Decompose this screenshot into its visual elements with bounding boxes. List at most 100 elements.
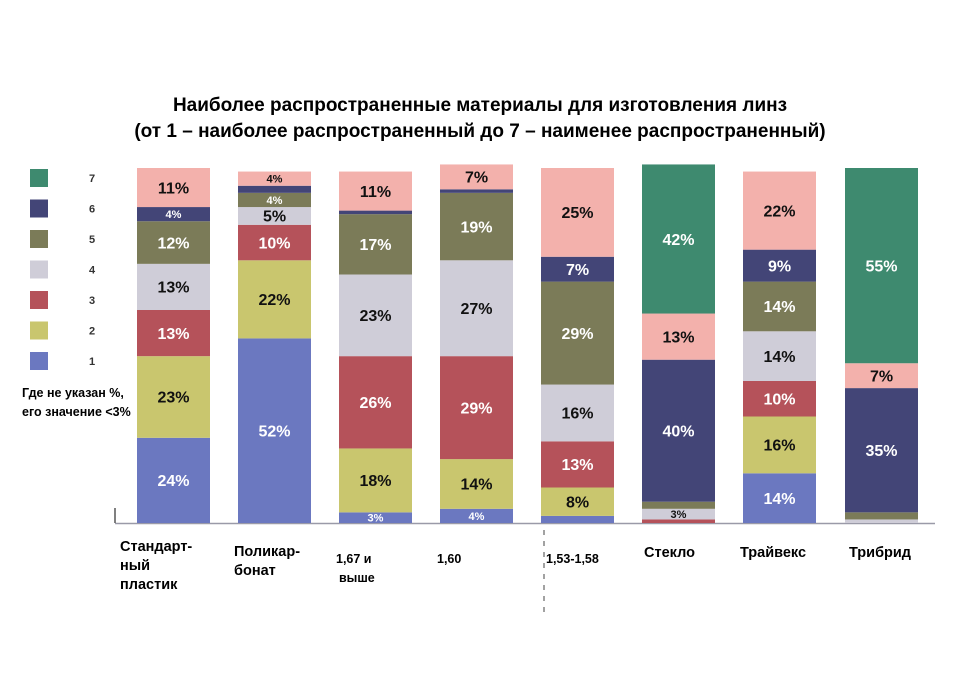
- data-label: 29%: [561, 326, 593, 343]
- legend-label: 5: [89, 234, 95, 246]
- bar-segment: [440, 459, 513, 509]
- bar-segment: [642, 519, 715, 523]
- data-label: 23%: [157, 390, 189, 407]
- bar-segment: [238, 171, 311, 186]
- bar-segment: [440, 260, 513, 357]
- data-label: 22%: [763, 203, 795, 220]
- category-label: 1,67 и выше: [336, 552, 375, 585]
- legend-swatch: [30, 352, 48, 370]
- bar-segment: [845, 512, 918, 520]
- bar-segment: [137, 168, 210, 208]
- bar-segment: [137, 263, 210, 310]
- data-label: 16%: [561, 406, 593, 423]
- legend-swatch: [30, 230, 48, 248]
- legend-label: 3: [89, 295, 95, 307]
- category-label: Поликар-бонат: [234, 544, 301, 579]
- legend-label: 1: [89, 356, 95, 368]
- data-label: 22%: [258, 292, 290, 309]
- category-label: Трайвекс: [740, 545, 807, 561]
- category-label: 1,53-1,58: [546, 552, 599, 566]
- data-label: 27%: [460, 301, 492, 318]
- legend-swatch: [30, 291, 48, 309]
- bar-segment: [642, 313, 715, 360]
- data-label: 13%: [561, 457, 593, 474]
- data-label: 29%: [460, 400, 492, 417]
- data-label: 7%: [465, 170, 488, 187]
- data-label: 10%: [763, 392, 795, 409]
- data-label: 35%: [865, 443, 897, 460]
- category-label: Стандарт-ный пластик: [120, 539, 193, 593]
- bar-segment: [238, 192, 311, 208]
- bar-segment: [137, 310, 210, 357]
- data-label: 3%: [671, 509, 687, 521]
- data-label: 4%: [267, 174, 283, 186]
- data-label: 5%: [263, 209, 286, 226]
- bar-segment: [440, 164, 513, 190]
- data-label: 24%: [157, 473, 189, 490]
- bar-segment: [137, 221, 210, 264]
- legend-label: 4: [89, 265, 96, 277]
- data-label: 7%: [870, 368, 893, 385]
- data-label: 12%: [157, 235, 189, 252]
- bar-segment: [541, 487, 614, 516]
- bar-segment: [339, 171, 412, 211]
- chart-title-line2: (от 1 – наиболее распространенный до 7 –…: [134, 121, 826, 142]
- bar-segment: [845, 519, 918, 523]
- legend-label: 6: [89, 204, 95, 216]
- legend-swatch: [30, 199, 48, 218]
- bar-segment: [743, 473, 816, 523]
- legend-swatch: [30, 260, 48, 279]
- data-label: 14%: [763, 491, 795, 508]
- bar-segment: [339, 210, 412, 215]
- data-label: 14%: [763, 299, 795, 316]
- chart-title-line1: Наиболее распространенные материалы для …: [172, 95, 788, 116]
- bar-segment: [440, 192, 513, 261]
- data-label: 55%: [865, 258, 897, 275]
- data-label: 4%: [469, 511, 485, 523]
- data-label: 11%: [360, 184, 391, 201]
- data-label: 13%: [157, 280, 189, 297]
- bar-segment: [137, 437, 210, 523]
- bar-segment: [541, 256, 614, 282]
- legend-label: 7: [89, 173, 95, 185]
- bar-segment: [743, 331, 816, 381]
- data-label: 3%: [368, 513, 384, 525]
- bar-segment: [238, 224, 311, 261]
- bar-segment: [440, 356, 513, 460]
- bar-segment: [238, 338, 311, 523]
- bar-segment: [440, 189, 513, 193]
- data-label: 10%: [258, 235, 290, 252]
- data-label: 13%: [157, 326, 189, 343]
- data-label: 4%: [267, 195, 283, 207]
- bar-segment: [238, 185, 311, 193]
- bar-segment: [137, 356, 210, 438]
- bar-segment: [642, 359, 715, 502]
- data-label: 52%: [258, 423, 290, 440]
- legend-label: 2: [89, 326, 95, 338]
- bar-segment: [743, 381, 816, 417]
- category-label: 1,60: [437, 552, 462, 566]
- data-label: 11%: [158, 180, 189, 197]
- data-label: 4%: [166, 209, 182, 221]
- bar-segment: [541, 515, 614, 523]
- bar-segment: [743, 249, 816, 282]
- bar-segment: [743, 171, 816, 250]
- legend-swatch: [30, 321, 48, 340]
- bar-segment: [541, 168, 614, 257]
- bar-segment: [238, 207, 311, 225]
- bar-segment: [541, 441, 614, 488]
- bar-segment: [642, 164, 715, 314]
- data-label: 40%: [662, 423, 694, 440]
- data-label: 14%: [763, 349, 795, 366]
- data-label: 8%: [566, 494, 589, 511]
- bar-segment: [339, 356, 412, 449]
- category-label: Трибрид: [849, 545, 912, 561]
- bar-segment: [845, 388, 918, 513]
- bar-segment: [238, 260, 311, 339]
- bar-segment: [743, 416, 816, 474]
- bar-segment: [541, 384, 614, 442]
- data-label: 9%: [768, 258, 791, 275]
- legend-swatch: [30, 169, 48, 187]
- note-text: Где не указан %, его значение <3%: [22, 386, 131, 419]
